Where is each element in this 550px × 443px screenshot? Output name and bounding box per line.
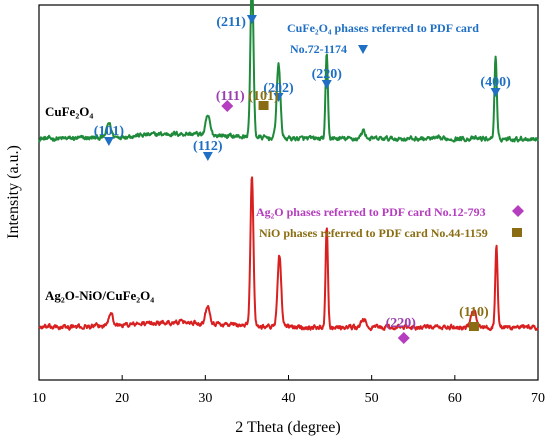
cufe2o4-peak-marker: [202, 152, 213, 161]
x-axis-title: 2 Theta (degree): [235, 419, 340, 436]
peak-label: (111): [216, 89, 245, 104]
composite-label: Ag₂O-NiO/CuFe₂O₄: [45, 288, 154, 303]
x-tick-label: 30: [198, 391, 212, 406]
y-axis-title: Intensity (a.u.): [5, 145, 22, 239]
peak-label: (101): [94, 124, 125, 139]
cufe2o4-peak-marker: [321, 80, 332, 89]
x-tick-label: 40: [282, 391, 296, 406]
x-tick-label: 50: [365, 391, 379, 406]
peak-label: (220): [386, 316, 417, 331]
x-axis-ticks: 10 20 30 40 50 60 70: [32, 375, 545, 406]
cufe2o4-peak-marker: [246, 15, 257, 24]
ag2o-note-diamond-marker: [512, 205, 524, 217]
nio-peak-marker: [468, 322, 479, 331]
nio-peak-marker: [258, 101, 269, 110]
x-tick-label: 70: [531, 391, 545, 406]
x-tick-label: 60: [448, 391, 462, 406]
x-tick-label: 10: [32, 391, 46, 406]
peak-label: (400): [480, 75, 511, 90]
ag2o-phase-note: Ag₂O phases referred to PDF card No.12-7…: [256, 205, 486, 219]
cufe-phase-note-line1: CuFe₂O₄ phases referred to PDF card: [287, 21, 479, 35]
ag2o-peak-marker: [397, 332, 410, 344]
peak-label: (202): [263, 81, 294, 96]
peak-label: (112): [193, 139, 223, 154]
peak-label: (101): [248, 89, 279, 104]
x-tick-label: 20: [115, 391, 129, 406]
peak-label: (220): [312, 67, 343, 82]
peak-label: (110): [459, 305, 489, 320]
cufe2o4-peak-marker: [273, 93, 284, 102]
ag2o-peak-marker: [221, 100, 234, 112]
nio-note-square-marker: [512, 228, 522, 237]
cufe2o4-peak-marker: [103, 137, 114, 146]
series-composite-line: [38, 176, 539, 332]
cufe2o4-label: CuFe₂O₄: [45, 104, 93, 119]
cufe-phase-note-line2: No.72-1174: [290, 42, 347, 56]
peak-annotations: (211) (202) (220) (400) (101) (112) (111) (220)…: [94, 15, 511, 344]
series-group: [38, 0, 539, 332]
peak-label: (211): [216, 15, 246, 30]
cufe-note-triangle-marker: [358, 45, 368, 54]
series-cufe2o4-line: [38, 0, 539, 143]
nio-phase-note: NiO phases referred to PDF card No.44-11…: [259, 226, 488, 240]
cufe2o4-peak-marker: [490, 88, 501, 97]
